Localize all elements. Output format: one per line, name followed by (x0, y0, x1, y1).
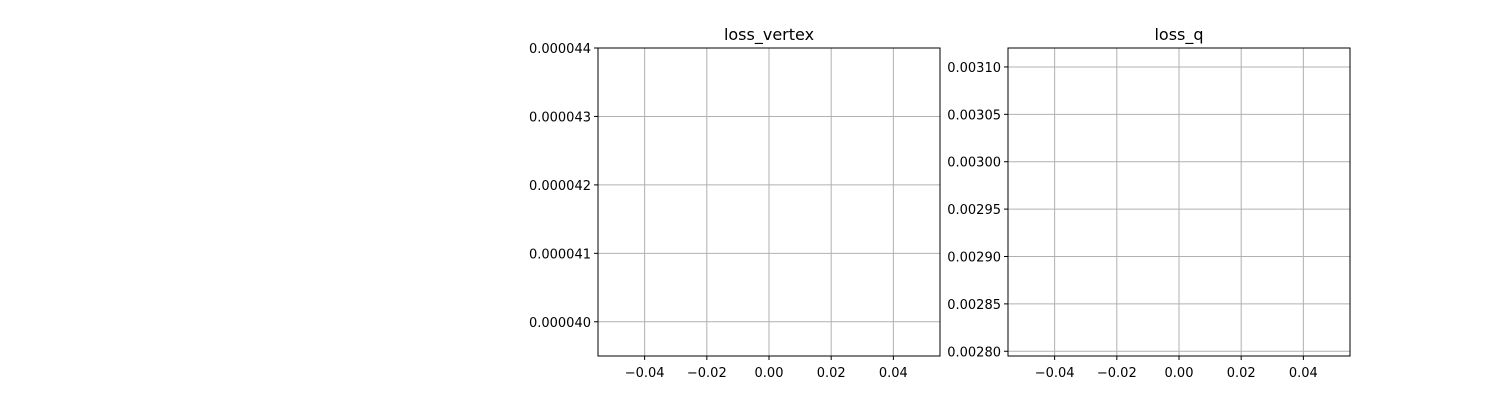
y-tick-label: 0.000042 (529, 179, 591, 194)
x-tick-label: −0.04 (625, 366, 665, 381)
axes-frame (1007, 47, 1351, 357)
y-tick-label: 0.000041 (529, 247, 591, 262)
y-tick-label: 0.000043 (529, 110, 591, 125)
plots-container: −0.04 −0.02 0.00 0.02 0.04 0.000040 0.000041 0.… (529, 25, 1351, 381)
y-tick-label: 0.000044 (529, 42, 591, 57)
y-tick-label: 0.00300 (947, 156, 1001, 171)
subplot-1: −0.04 −0.02 0.00 0.02 0.04 0.000040 0.000041 0.… (529, 25, 941, 381)
y-tick-label: 0.00310 (947, 61, 1001, 76)
subplot-2: −0.04 −0.02 0.00 0.02 0.04 0.00280 0.00285 0.00… (947, 25, 1351, 381)
x-tick-label: 0.00 (1165, 366, 1194, 381)
y-tick-label: 0.00285 (947, 298, 1001, 313)
y-tick-label: 0.000040 (529, 316, 591, 331)
x-tick-label: 0.00 (755, 366, 784, 381)
y-tick-label: 0.00280 (947, 345, 1001, 360)
x-tick-label: −0.02 (1097, 366, 1137, 381)
x-tick-label: 0.04 (1289, 366, 1318, 381)
chart-title: loss_q (1154, 25, 1203, 45)
x-tick-label: −0.04 (1035, 366, 1075, 381)
x-tick-label: −0.02 (687, 366, 727, 381)
x-tick-label: 0.02 (1227, 366, 1256, 381)
y-tick-label: 0.00290 (947, 250, 1001, 265)
x-tick-label: 0.02 (817, 366, 846, 381)
axes-frame (597, 47, 941, 357)
x-tick-label: 0.04 (879, 366, 908, 381)
y-tick-label: 0.00295 (947, 203, 1001, 218)
y-tick-label: 0.00305 (947, 108, 1001, 123)
chart-title: loss_vertex (724, 25, 814, 45)
